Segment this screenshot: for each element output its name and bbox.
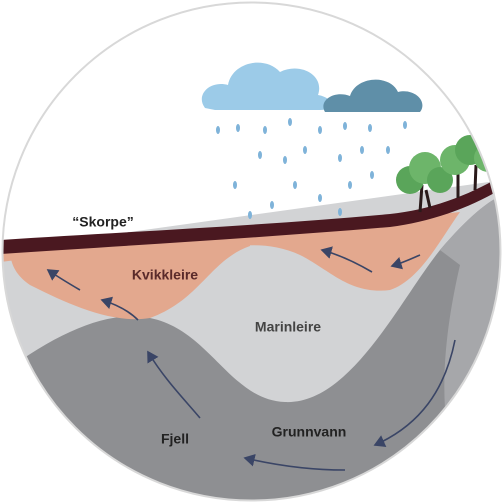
- diagram: “Skorpe” Kvikkleire Marinleire Fjell Gru…: [0, 0, 503, 503]
- bedrock-label: Fjell: [161, 431, 189, 447]
- quick-clay-label: Kvikkleire: [132, 267, 198, 283]
- bedrock-right: [440, 195, 503, 503]
- marine-clay-label: Marinleire: [255, 319, 321, 335]
- crust-label: “Skorpe”: [72, 214, 133, 230]
- groundwater-label: Grunnvann: [272, 424, 347, 440]
- page: {"labels": {"crust": "“Skorpe”", "quick_…: [0, 0, 503, 503]
